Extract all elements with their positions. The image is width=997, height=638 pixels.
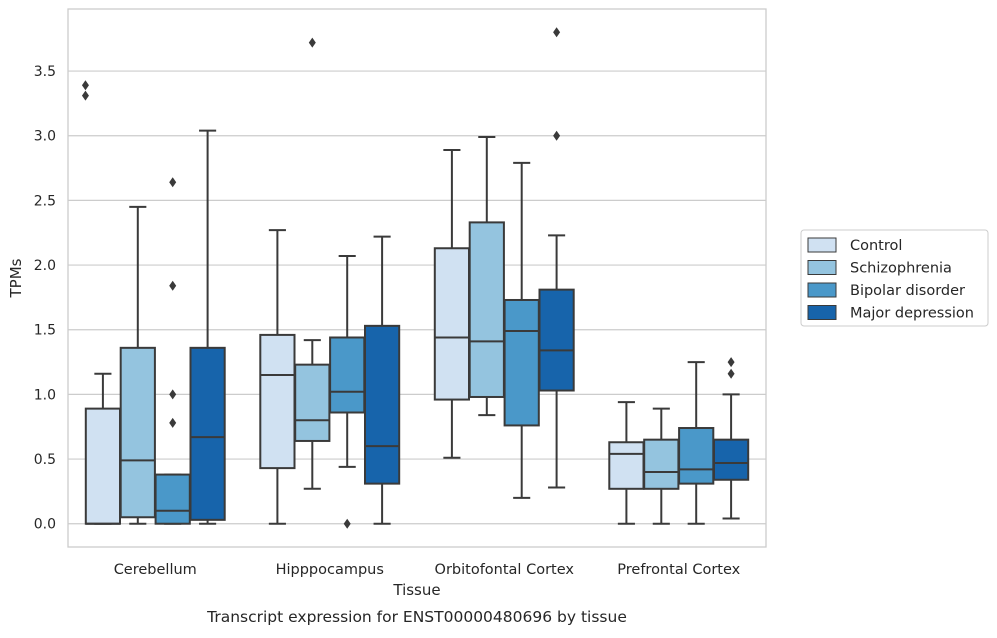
legend: Control Schizophrenia Bipolar disorder Majo… <box>800 229 989 327</box>
box-body <box>643 438 680 490</box>
plot-frame <box>67 8 767 548</box>
series-group <box>189 27 750 525</box>
outlier-point <box>308 37 316 48</box>
x-tick-label: Cerebellum <box>114 562 197 578</box>
outlier-point <box>169 417 177 428</box>
box-body <box>119 346 156 519</box>
series-group <box>154 161 715 529</box>
box-body <box>468 221 505 398</box>
series-group <box>119 37 680 525</box>
box-group <box>259 229 296 525</box>
box-body <box>678 427 715 485</box>
box-body <box>329 336 366 414</box>
box-group <box>712 357 750 520</box>
outlier-point <box>343 518 351 529</box>
legend-items: Control Schizophrenia Bipolar disorder Majo… <box>807 237 974 322</box>
x-tick-labels: Cerebellum Hipppocampus Orbitofontal Corte… <box>114 562 741 578</box>
grid-layer <box>68 70 766 525</box>
legend-swatch <box>807 305 837 320</box>
box-group <box>363 235 401 525</box>
y-tick-label: 0.5 <box>34 452 56 468</box>
outlier-point <box>169 389 177 400</box>
y-tick-labels: 0.0 0.5 1.0 1.5 2.0 2.5 3.0 3.5 <box>34 64 56 533</box>
box-body <box>154 473 191 525</box>
legend-label: Bipolar disorder <box>850 283 965 299</box>
box-group <box>119 205 156 525</box>
box-group <box>329 255 366 529</box>
legend-swatch <box>807 282 837 298</box>
series-group <box>84 148 645 525</box>
legend-frame <box>800 229 989 327</box>
box-body <box>84 407 122 525</box>
outlier-point <box>81 90 89 101</box>
box-group <box>678 361 715 525</box>
outlier-point <box>727 357 735 368</box>
marks-layer <box>81 27 750 529</box>
outlier-point <box>553 130 561 141</box>
y-tick-label: 2.0 <box>34 258 56 274</box>
x-axis-label: Tissue <box>392 581 440 599</box>
y-tick-label: 2.5 <box>34 193 56 209</box>
box-body <box>503 298 540 427</box>
outlier-point <box>553 27 561 38</box>
extra-outliers <box>81 80 89 101</box>
y-tick-label: 1.0 <box>34 387 56 403</box>
y-axis-label: TPMs <box>7 258 25 298</box>
outlier-point <box>169 280 177 291</box>
box-body <box>538 288 575 392</box>
y-tick-label: 0.0 <box>34 517 56 533</box>
box-body <box>712 438 750 481</box>
box-group <box>84 372 122 525</box>
box-body <box>294 363 331 442</box>
legend-swatch <box>807 260 837 275</box>
box-group <box>433 148 471 459</box>
box-group <box>154 177 191 525</box>
outlier-point <box>81 80 89 91</box>
box-group <box>643 407 680 525</box>
box-body <box>259 333 296 470</box>
y-tick-label: 3.5 <box>34 64 56 80</box>
box-group <box>608 401 645 525</box>
box-body <box>189 346 226 521</box>
box-group <box>503 161 540 499</box>
legend-label: Major depression <box>850 306 974 322</box>
box-body <box>608 441 645 490</box>
box-group <box>189 129 226 525</box>
outlier-point <box>169 177 177 188</box>
x-tick-label: Orbitofontal Cortex <box>435 562 575 578</box>
y-tick-label: 3.0 <box>34 129 56 145</box>
y-tick-label: 1.5 <box>34 323 56 339</box>
legend-label: Control <box>850 238 902 254</box>
outlier-point <box>727 368 735 379</box>
chart-caption: Transcript expression for ENST0000048069… <box>206 608 627 626</box>
legend-swatch <box>807 237 837 253</box>
box-group <box>538 27 575 489</box>
x-tick-label: Hipppocampus <box>276 562 384 578</box>
x-tick-label: Prefrontal Cortex <box>617 562 740 578</box>
box-body <box>363 324 401 485</box>
box-body <box>433 247 471 401</box>
box-group <box>468 136 505 417</box>
box-group <box>294 37 331 490</box>
legend-label: Schizophrenia <box>850 261 952 277</box>
